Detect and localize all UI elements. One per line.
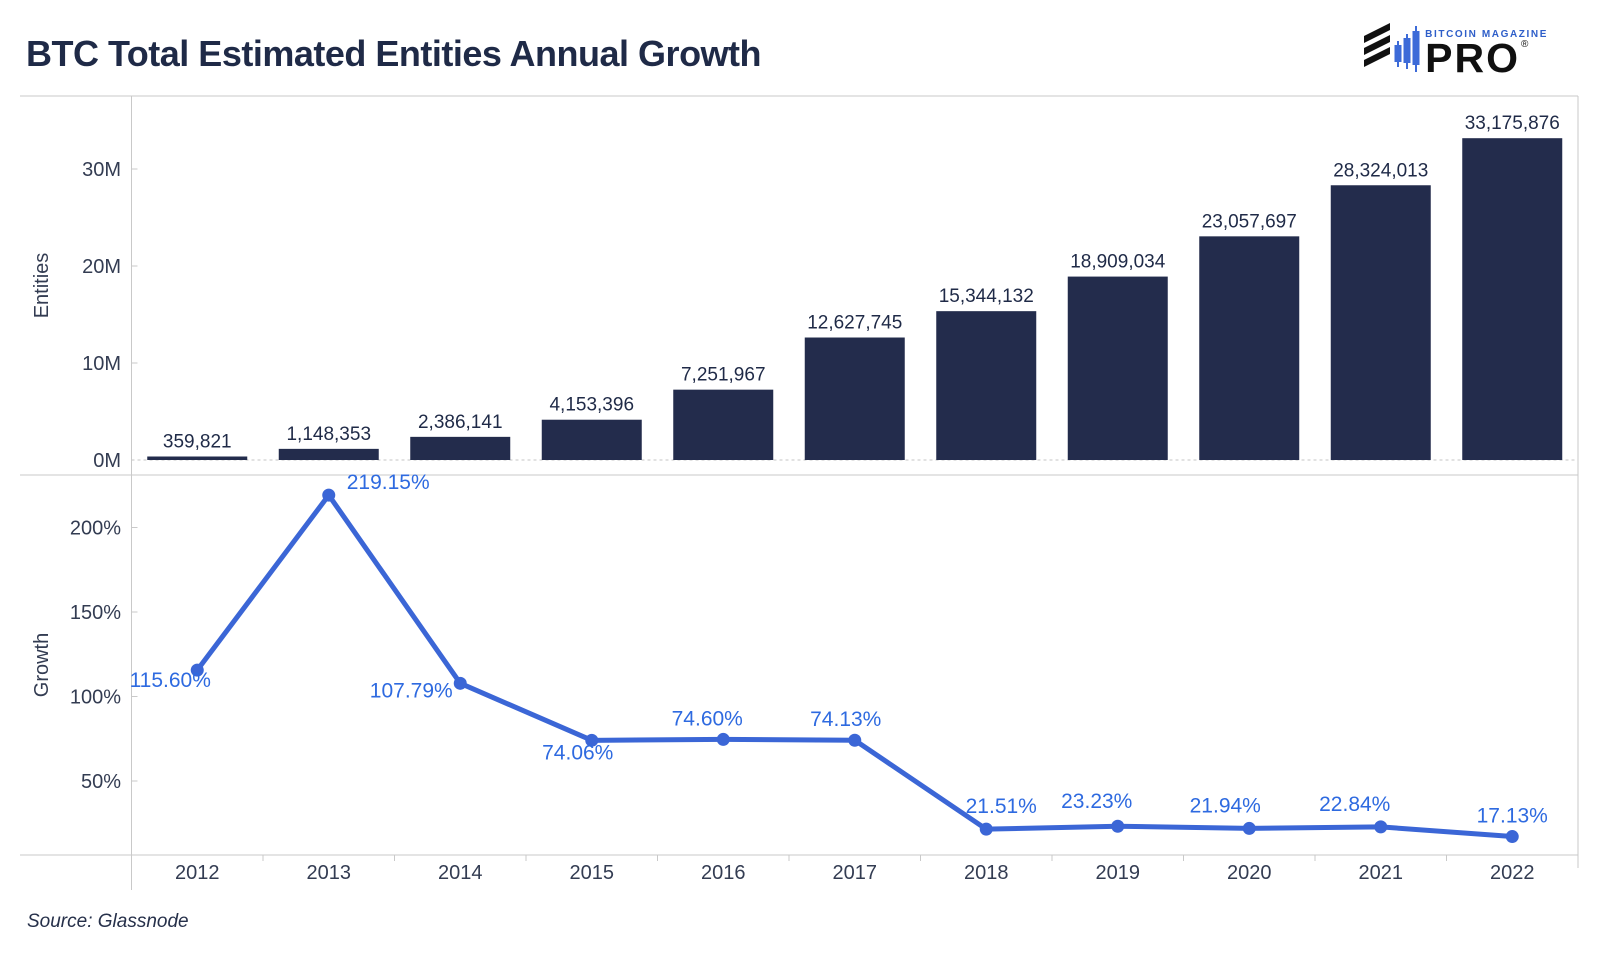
bar-2015	[541, 419, 642, 460]
growth-value-label: 21.51%	[966, 795, 1037, 818]
bar-2018	[936, 311, 1037, 460]
growth-value-label: 74.06%	[542, 741, 613, 764]
x-tick-label-year: 2016	[701, 862, 746, 884]
line-point-2021	[1374, 820, 1388, 834]
bar-value-label: 18,909,034	[1070, 252, 1166, 273]
growth-value-label: 21.94%	[1190, 794, 1261, 817]
bar-value-label: 15,344,132	[939, 286, 1034, 307]
y-tick-label-entities: 10M	[82, 353, 121, 375]
y-tick-label-growth: 50%	[81, 771, 121, 793]
bar-2014	[410, 436, 511, 460]
bar-value-label: 7,251,967	[681, 365, 766, 386]
x-tick-label-year: 2020	[1227, 862, 1272, 884]
logo-text: BITCOIN MAGAZINE PRO ®	[1425, 29, 1548, 82]
logo-pro-text: PRO	[1425, 35, 1521, 82]
growth-value-label: 219.15%	[347, 471, 430, 494]
y-tick-label-entities: 30M	[82, 159, 121, 181]
page-title: BTC Total Estimated Entities Annual Grow…	[26, 33, 762, 74]
line-point-2017	[848, 733, 862, 747]
bar-value-label: 12,627,745	[807, 313, 902, 334]
x-tick-label-year: 2012	[175, 862, 220, 884]
growth-value-label: 115.60%	[130, 669, 211, 692]
bar-value-label: 28,324,013	[1333, 160, 1428, 181]
x-tick-label-year: 2022	[1490, 862, 1535, 884]
x-tick-label-year: 2017	[833, 862, 878, 884]
bar-value-label: 1,148,353	[286, 424, 371, 445]
logo-magazine-text: BITCOIN MAGAZINE	[1425, 29, 1548, 41]
line-point-2022	[1505, 830, 1519, 844]
growth-line	[194, 492, 1515, 840]
growth-value-label: 17.13%	[1477, 805, 1548, 828]
line-point-2020	[1242, 821, 1256, 835]
line-point-2015	[585, 733, 599, 747]
x-tick-label-year: 2018	[964, 862, 1009, 884]
x-tick-label-year: 2019	[1096, 862, 1141, 884]
line-point-2014	[453, 676, 467, 690]
bar-value-label: 359,821	[163, 432, 232, 453]
bar-2021	[1330, 185, 1431, 460]
y-tick-label-growth: 200%	[70, 518, 121, 540]
y-axis-title-growth: Growth	[31, 633, 53, 697]
y-tick-label-growth: 150%	[70, 602, 121, 624]
growth-value-label: 23.23%	[1061, 790, 1132, 813]
growth-value-label: 74.13%	[810, 708, 881, 731]
source-note: Source: Glassnode	[27, 911, 189, 932]
bitcoin-magazine-pro-logo: BITCOIN MAGAZINE PRO ®	[1360, 14, 1548, 82]
bitcoin-magazine-logo-icon	[1364, 23, 1420, 72]
line-point-2013	[322, 488, 336, 502]
bar-2020	[1199, 236, 1300, 460]
bar-value-label: 2,386,141	[418, 412, 503, 433]
bar-2012	[147, 456, 248, 460]
growth-value-label: 74.60%	[672, 707, 743, 730]
bar-2017	[804, 337, 905, 460]
bar-2016	[673, 389, 774, 460]
y-tick-label-entities: 20M	[82, 256, 121, 278]
line-point-2019	[1111, 819, 1125, 833]
bar-value-label: 23,057,697	[1202, 211, 1297, 232]
bar-2019	[1067, 276, 1168, 460]
bar-value-label: 33,175,876	[1465, 113, 1560, 134]
x-tick-label-year: 2015	[570, 862, 615, 884]
y-axis-title-entities: Entities	[31, 253, 53, 319]
y-tick-label-growth: 100%	[70, 687, 121, 709]
growth-value-label: 22.84%	[1319, 793, 1390, 816]
line-point-2016	[716, 732, 730, 746]
growth-value-label: 107.79%	[370, 679, 453, 702]
x-tick-label-year: 2021	[1359, 862, 1404, 884]
y-tick-label-entities: 0M	[93, 450, 121, 472]
line-point-2018	[979, 822, 993, 836]
bar-value-label: 4,153,396	[549, 395, 634, 416]
bar-2013	[278, 448, 379, 460]
bar-2022	[1462, 138, 1563, 460]
line-point-2012	[190, 663, 204, 677]
logo-registered-mark: ®	[1521, 39, 1529, 51]
x-tick-label-year: 2014	[438, 862, 483, 884]
x-tick-label-year: 2013	[307, 862, 352, 884]
